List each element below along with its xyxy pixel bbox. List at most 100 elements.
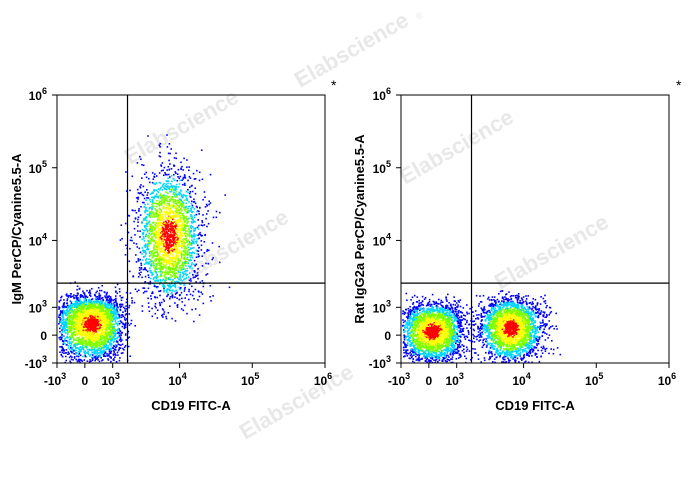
event-dot bbox=[93, 336, 96, 339]
event-dot bbox=[159, 227, 161, 230]
event-dot bbox=[172, 220, 174, 223]
event-dot bbox=[159, 237, 161, 239]
event-dot bbox=[168, 220, 170, 222]
event-dot bbox=[138, 247, 141, 250]
event-dot bbox=[62, 341, 65, 344]
event-dot bbox=[170, 276, 172, 278]
event-dot bbox=[71, 356, 73, 358]
event-dot bbox=[129, 189, 131, 192]
event-dot bbox=[73, 345, 75, 347]
event-dot bbox=[79, 300, 81, 302]
event-dot bbox=[175, 157, 178, 160]
event-dot bbox=[177, 225, 180, 228]
event-dot bbox=[206, 205, 209, 207]
event-dot bbox=[77, 312, 80, 314]
event-dot bbox=[68, 309, 71, 311]
event-dot bbox=[148, 310, 151, 312]
event-dot bbox=[172, 244, 175, 246]
event-dot bbox=[82, 302, 85, 304]
event-dot bbox=[104, 302, 106, 304]
event-dot bbox=[106, 330, 108, 333]
event-dot bbox=[151, 199, 154, 202]
event-dot bbox=[88, 320, 91, 322]
event-dot bbox=[91, 334, 94, 337]
event-dot bbox=[61, 346, 63, 349]
event-dot bbox=[182, 250, 185, 252]
event-dot bbox=[86, 296, 89, 298]
event-dot bbox=[164, 224, 167, 227]
event-dot bbox=[100, 341, 103, 344]
event-dot bbox=[84, 305, 87, 308]
event-dot bbox=[68, 317, 71, 319]
event-dot bbox=[180, 196, 183, 198]
event-dot bbox=[97, 298, 100, 301]
event-dot bbox=[83, 331, 86, 334]
event-dot bbox=[90, 341, 93, 343]
event-dot bbox=[157, 217, 159, 219]
event-dot bbox=[61, 355, 64, 358]
event-dot bbox=[158, 236, 160, 238]
event-dot bbox=[153, 202, 155, 204]
event-dot bbox=[101, 337, 103, 339]
event-dot bbox=[104, 315, 107, 318]
event-dot bbox=[107, 341, 109, 344]
event-dot bbox=[153, 235, 156, 238]
event-dot bbox=[88, 300, 90, 302]
event-dot bbox=[169, 296, 172, 298]
event-dot bbox=[71, 335, 74, 337]
event-dot bbox=[176, 306, 179, 308]
event-dot bbox=[162, 264, 165, 267]
event-dot bbox=[59, 313, 62, 315]
event-dot bbox=[156, 317, 159, 319]
event-dot bbox=[111, 338, 113, 340]
event-dot bbox=[177, 199, 180, 202]
event-dot bbox=[60, 318, 63, 320]
event-dot bbox=[75, 311, 77, 313]
event-dot bbox=[82, 303, 84, 305]
event-dot bbox=[118, 322, 121, 325]
watermark: Elabscience bbox=[235, 359, 358, 444]
event-dot bbox=[100, 351, 102, 354]
event-dot bbox=[169, 286, 172, 289]
event-dot bbox=[74, 315, 77, 318]
event-dot bbox=[176, 253, 178, 255]
event-dot bbox=[155, 193, 158, 195]
event-dot bbox=[155, 259, 158, 262]
event-dot bbox=[93, 346, 95, 348]
event-dot bbox=[179, 212, 182, 215]
event-dot bbox=[104, 322, 107, 325]
event-dot bbox=[104, 334, 107, 337]
event-dot bbox=[82, 348, 85, 351]
event-dot bbox=[177, 204, 180, 207]
event-dot bbox=[191, 308, 193, 311]
event-dot bbox=[99, 354, 101, 356]
event-dot bbox=[105, 321, 107, 324]
event-dot bbox=[87, 313, 89, 316]
event-dot bbox=[94, 297, 97, 300]
event-dot bbox=[98, 352, 101, 354]
event-dot bbox=[186, 270, 188, 272]
event-dot bbox=[119, 305, 121, 307]
event-dot bbox=[157, 188, 160, 190]
event-dot bbox=[113, 359, 115, 362]
event-dot bbox=[159, 271, 162, 273]
event-dot bbox=[145, 290, 148, 293]
event-dot bbox=[162, 217, 164, 219]
event-dot bbox=[137, 192, 140, 194]
event-dot bbox=[171, 259, 173, 262]
event-dot bbox=[162, 268, 164, 270]
event-dot bbox=[182, 227, 184, 229]
event-dot bbox=[86, 334, 89, 337]
event-dot bbox=[89, 292, 92, 295]
event-dot bbox=[78, 350, 81, 352]
event-dot bbox=[178, 245, 180, 247]
event-dot bbox=[110, 357, 112, 359]
event-dot bbox=[93, 293, 96, 296]
event-dot bbox=[87, 328, 89, 330]
event-dot bbox=[196, 206, 198, 209]
event-dot bbox=[106, 327, 109, 330]
event-dot bbox=[159, 188, 161, 191]
event-dot bbox=[88, 302, 91, 305]
event-dot bbox=[149, 271, 152, 274]
event-dot bbox=[78, 358, 80, 361]
